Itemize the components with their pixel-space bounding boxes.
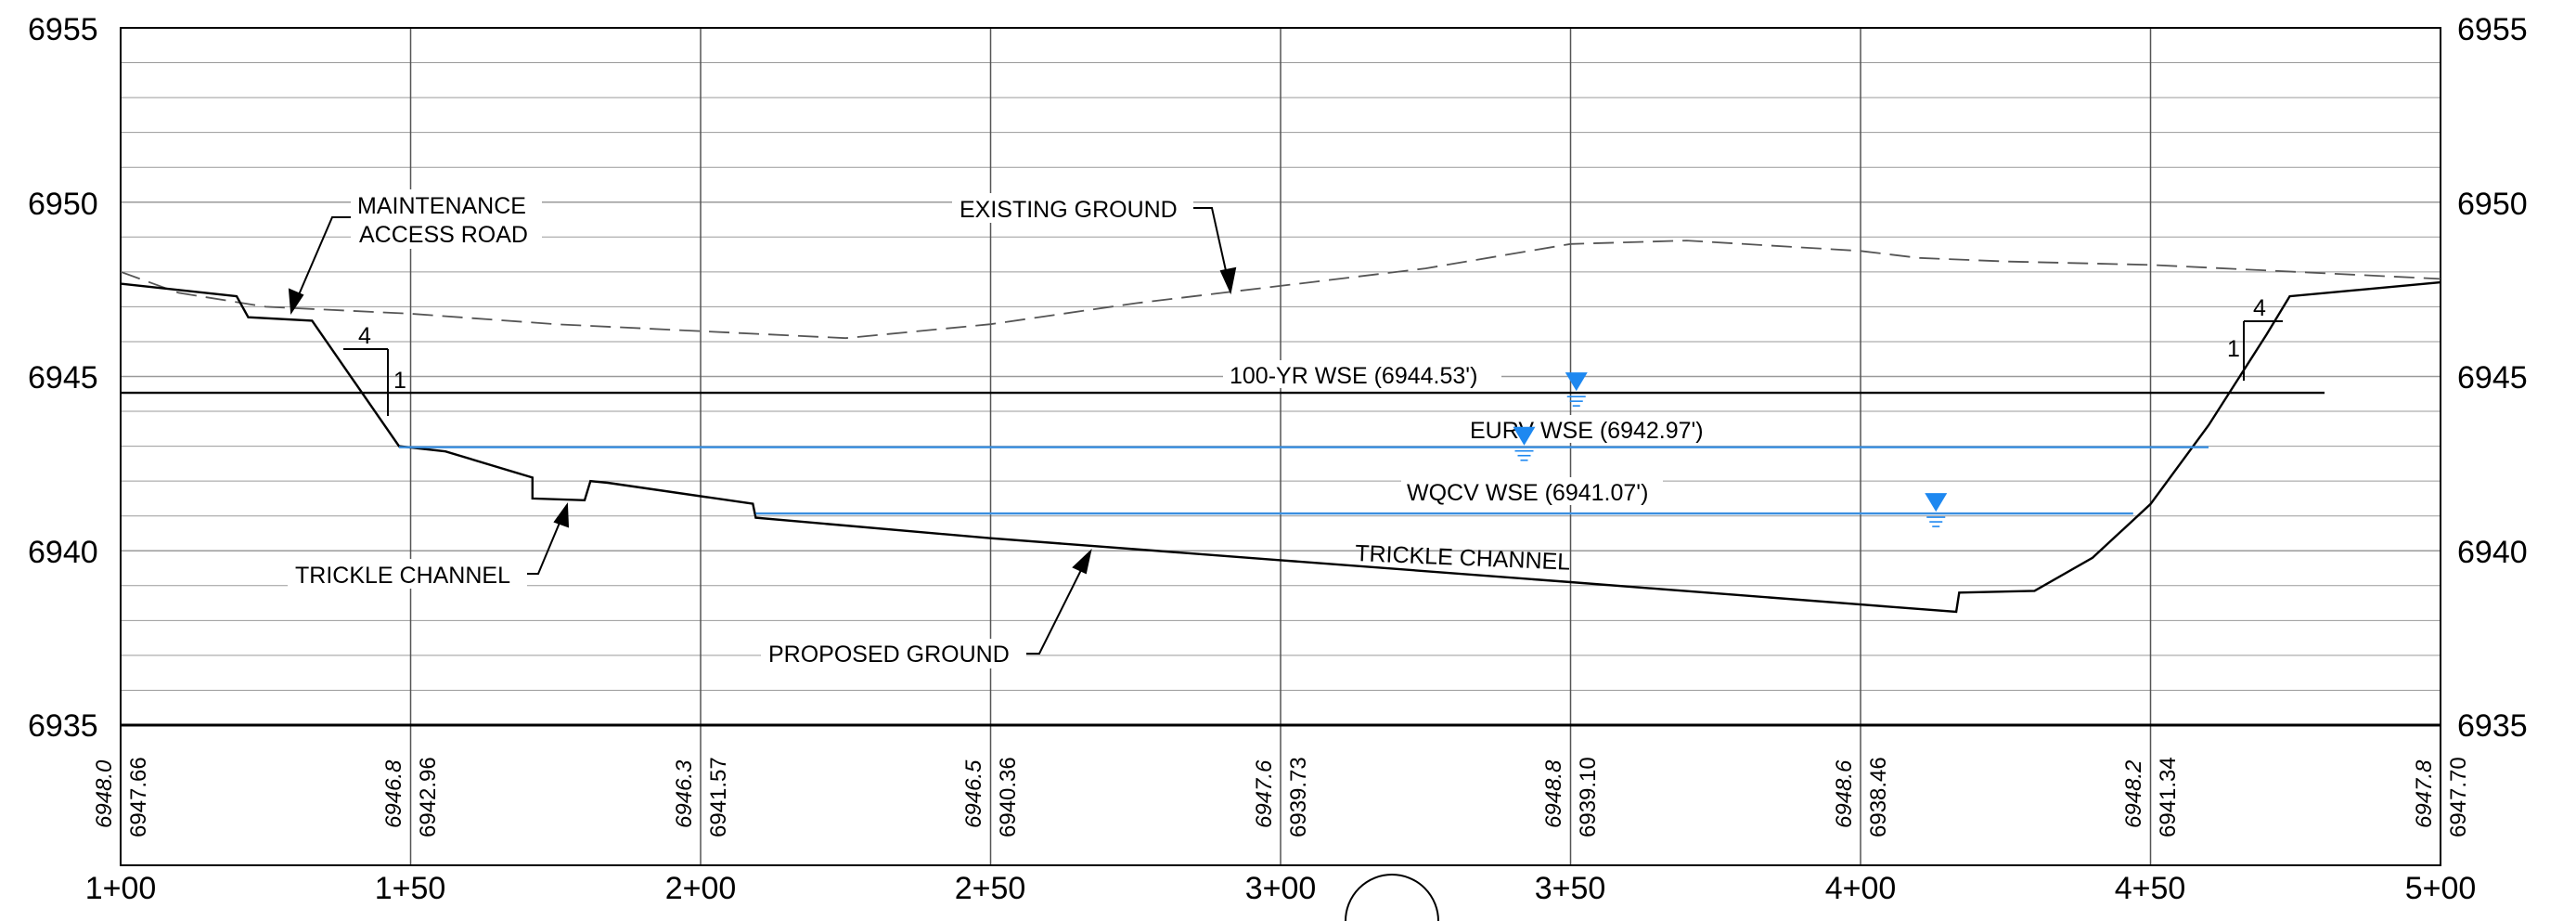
elevation-label: 6955 (2457, 12, 2528, 47)
proposed-elevation-value: 6940.36 (996, 757, 1021, 837)
station-label: 1+50 (375, 871, 446, 906)
trickle-channel-leader-arrow (553, 502, 570, 528)
wqcv-wse-label: WQCV WSE (6941.07') (1407, 480, 1648, 506)
proposed-elevation-value: 6939.10 (1576, 757, 1601, 837)
station-label: 2+50 (955, 871, 1026, 906)
elevation-axis-right: 6955 6950 6945 6940 6935 (2457, 12, 2528, 744)
proposed-elevation-value: 6939.73 (1286, 757, 1311, 837)
trickle-channel-label: TRICKLE CHANNEL (1355, 540, 1571, 576)
slope-rise-label: 1 (2227, 336, 2240, 362)
profile-series (120, 240, 2441, 614)
existing-ground-elevations: 6948.0 6946.8 6946.3 6946.5 6947.6 6948.… (92, 759, 2437, 828)
existing-elevation-value: 6948.8 (1541, 759, 1566, 828)
proposed-ground-leader (1026, 551, 1091, 655)
existing-elevation-value: 6946.8 (381, 759, 406, 828)
existing-ground-label: EXISTING GROUND (960, 197, 1178, 223)
maintenance-leader-arrow (288, 288, 304, 315)
maintenance-access-road-label: ACCESS ROAD (359, 222, 528, 248)
slope-run-label: 4 (2253, 295, 2266, 321)
proposed-elevation-value: 6947.66 (126, 757, 151, 837)
annotation-labels: MAINTENANCE ACCESS ROAD EXISTING GROUND … (288, 189, 1719, 668)
trickle-channel-leader (527, 504, 568, 575)
station-label: 2+00 (665, 871, 737, 906)
existing-elevation-value: 6947.8 (2412, 759, 2437, 828)
maintenance-leader (290, 216, 351, 313)
series-existing-ground (120, 240, 2441, 340)
existing-elevation-value: 6946.3 (672, 759, 697, 828)
water-surface-symbol (1565, 372, 1588, 407)
existing-elevation-value: 6948.2 (2121, 760, 2146, 828)
slope-marker-left: 4 1 (343, 323, 406, 416)
proposed-ground-elevations: 6947.66 6942.96 6941.57 6940.36 6939.73 … (126, 757, 2471, 837)
elevation-label: 6935 (28, 708, 98, 744)
station-label: 3+00 (1245, 871, 1317, 906)
leader-lines (288, 207, 1237, 655)
elevation-label: 6950 (2457, 187, 2528, 222)
elevation-label: 6940 (28, 535, 98, 570)
station-label: 4+00 (1825, 871, 1897, 906)
elevation-label: 6935 (2457, 708, 2528, 744)
proposed-elevation-value: 6941.34 (2156, 757, 2181, 837)
station-label: 1+00 (85, 871, 157, 906)
station-label: 4+50 (2115, 871, 2186, 906)
existing-elevation-value: 6948.0 (92, 759, 117, 828)
station-axis: 1+00 1+50 2+00 2+50 3+00 3+50 4+00 4+50 … (85, 871, 2477, 906)
profile-frame (120, 27, 2441, 866)
existing-ground-leader (1193, 207, 1231, 292)
water-surface-triangle (1565, 372, 1588, 392)
elevation-label: 6940 (2457, 535, 2528, 570)
existing-elevation-value: 6948.6 (1832, 759, 1857, 828)
water-surface-symbol (1925, 493, 1948, 527)
elevation-label: 6955 (28, 12, 98, 47)
water-surface-triangle (1925, 493, 1948, 512)
proposed-elevation-value: 6942.96 (416, 757, 441, 837)
water-surface-triangle (1513, 426, 1536, 446)
elevation-label: 6945 (28, 360, 98, 396)
section-callout-circle (1345, 874, 1439, 921)
elevation-axis-left: 6955 6950 6945 6940 6935 (28, 12, 98, 744)
elevation-label: 6945 (2457, 360, 2528, 396)
proposed-ground-label: PROPOSED GROUND (768, 642, 1010, 668)
eurv-wse-label: EURV WSE (6942.97') (1470, 418, 1704, 444)
wse-100yr-label: 100-YR WSE (6944.53') (1230, 363, 1477, 389)
station-label: 5+00 (2405, 871, 2477, 906)
existing-elevation-value: 6947.6 (1252, 759, 1277, 828)
existing-elevation-value: 6946.5 (961, 759, 986, 828)
existing-ground-leader-arrow (1219, 266, 1237, 295)
trickle-channel-label: TRICKLE CHANNEL (295, 563, 510, 589)
slope-run-label: 4 (358, 323, 371, 349)
station-label: 3+50 (1535, 871, 1606, 906)
elevation-label: 6950 (28, 187, 98, 222)
slope-rise-label: 1 (393, 368, 406, 394)
water-surface-symbols (1513, 372, 1948, 527)
proposed-elevation-value: 6938.46 (1866, 757, 1891, 837)
slope-marker-right: 4 1 (2227, 295, 2283, 381)
water-surface-symbol (1513, 426, 1536, 461)
proposed-elevation-value: 6941.57 (706, 757, 731, 837)
proposed-elevation-value: 6947.70 (2446, 757, 2471, 837)
proposed-ground-leader-arrow (1072, 549, 1092, 575)
maintenance-access-road-label: MAINTENANCE (357, 193, 526, 219)
